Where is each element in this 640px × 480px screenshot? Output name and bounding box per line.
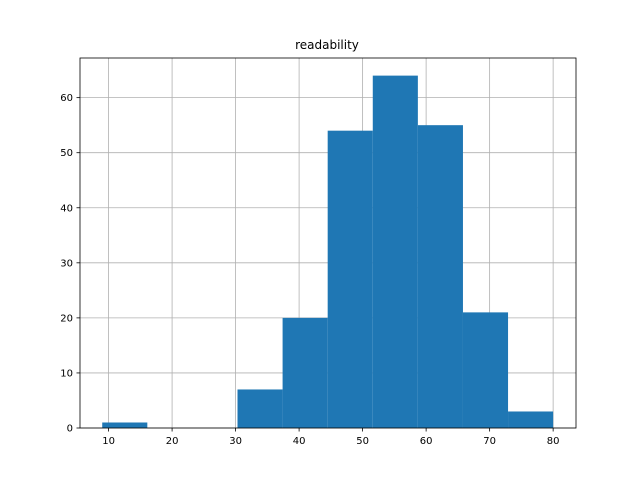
x-tick-label: 60 (420, 436, 433, 447)
x-tick-label: 30 (229, 436, 242, 447)
y-tick-label: 20 (60, 313, 73, 324)
histogram-bar (417, 125, 463, 429)
bars (102, 75, 554, 429)
x-tick-label: 70 (483, 436, 496, 447)
y-tick-label: 0 (67, 424, 73, 435)
y-tick-label: 60 (60, 93, 73, 104)
histogram-bar (327, 130, 373, 428)
x-tick-label: 40 (293, 436, 306, 447)
y-tick-label: 50 (60, 148, 73, 159)
plot-frame (79, 57, 577, 429)
y-tick-label: 40 (60, 203, 73, 214)
x-tick-label: 20 (166, 436, 179, 447)
y-tick-label: 30 (60, 258, 73, 269)
y-axis: 0 10 20 30 40 50 60 (60, 93, 80, 435)
x-tick-label: 50 (356, 436, 369, 447)
histogram-bar (372, 75, 418, 428)
histogram-bar (508, 411, 554, 428)
histogram-bar (462, 312, 509, 428)
chart-title: readability (295, 38, 359, 52)
x-tick-label: 80 (547, 436, 560, 447)
histogram-bar (237, 389, 283, 428)
histogram-bar (282, 317, 328, 428)
y-tick-label: 10 (60, 368, 73, 379)
x-tick-label: 10 (102, 436, 115, 447)
x-axis: 10 20 30 40 50 60 70 80 (102, 428, 560, 447)
histogram-bar (102, 422, 148, 428)
